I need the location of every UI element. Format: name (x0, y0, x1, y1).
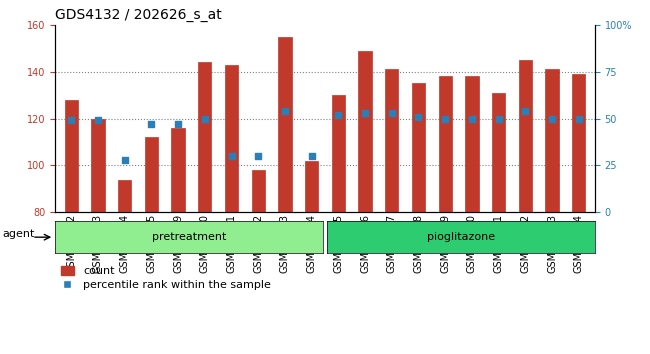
Point (440, 116, 450, 121)
Point (333, 112, 344, 118)
Text: agent: agent (3, 229, 35, 239)
Point (520, 108, 530, 114)
Bar (572, 74, 586, 212)
Bar (332, 95, 345, 212)
Bar (252, 170, 265, 212)
Point (120, 157, 130, 163)
Bar (305, 161, 318, 212)
Bar (358, 51, 372, 212)
Point (93, 118, 103, 123)
Bar (118, 179, 131, 212)
Point (467, 116, 477, 121)
Bar (91, 119, 105, 212)
Bar (545, 69, 559, 212)
Bar (225, 65, 238, 212)
Bar (145, 137, 158, 212)
Text: pioglitazone: pioglitazone (427, 232, 495, 242)
Point (573, 116, 584, 121)
Bar (64, 100, 78, 212)
Point (493, 116, 504, 121)
Point (226, 153, 237, 159)
Bar (439, 76, 452, 212)
Point (360, 110, 370, 116)
Point (413, 114, 424, 120)
Bar (385, 69, 398, 212)
Text: GDS4132 / 202626_s_at: GDS4132 / 202626_s_at (55, 8, 222, 22)
Bar (198, 62, 211, 212)
Bar (412, 84, 425, 212)
Point (253, 153, 263, 159)
Point (173, 121, 183, 127)
Bar (278, 36, 292, 212)
Bar (172, 128, 185, 212)
Point (306, 153, 317, 159)
Point (146, 121, 157, 127)
Bar (492, 93, 505, 212)
Text: pretreatment: pretreatment (152, 232, 226, 242)
Bar (465, 76, 478, 212)
Point (66, 118, 77, 123)
Point (547, 116, 557, 121)
Point (387, 110, 397, 116)
Bar (519, 60, 532, 212)
Point (200, 116, 210, 121)
Point (280, 108, 290, 114)
Legend: count, percentile rank within the sample: count, percentile rank within the sample (61, 266, 271, 290)
